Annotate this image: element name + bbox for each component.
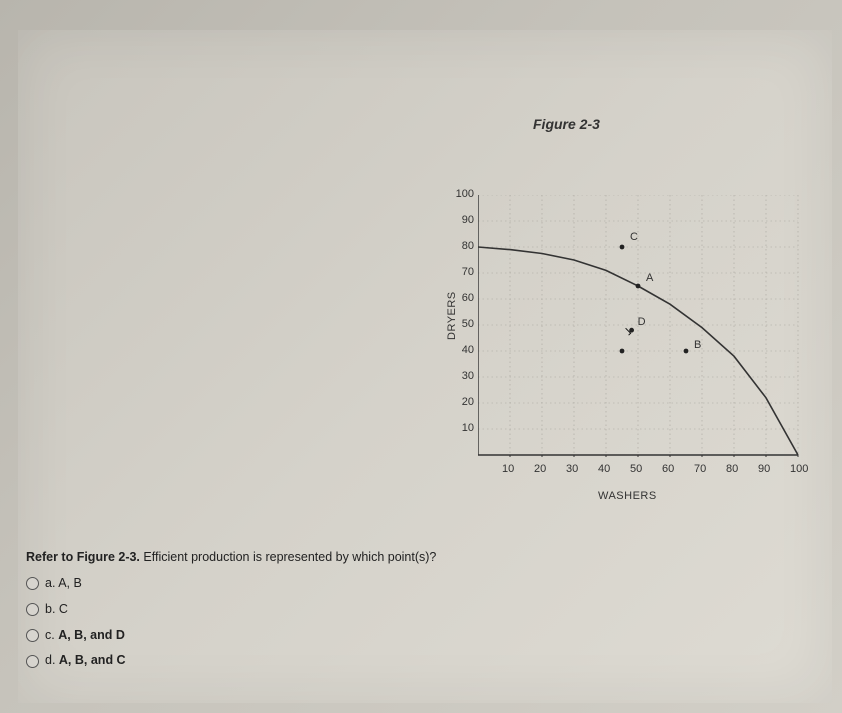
x-tick: 30 <box>566 463 578 475</box>
point-label-a: A <box>646 272 653 284</box>
x-tick: 90 <box>758 463 770 475</box>
option-text: d. A, B, and C <box>45 649 126 673</box>
point-label-b: B <box>694 339 701 351</box>
x-tick: 50 <box>630 463 642 475</box>
y-tick: 10 <box>452 422 474 434</box>
y-tick: 60 <box>452 292 474 304</box>
radio-icon[interactable] <box>26 629 39 642</box>
point-label-c: C <box>630 231 638 243</box>
y-tick: 20 <box>452 396 474 408</box>
x-tick: 70 <box>694 463 706 475</box>
y-tick: 50 <box>452 318 474 330</box>
option-text: b. C <box>45 598 68 622</box>
option-d[interactable]: d. A, B, and C <box>26 649 436 673</box>
y-tick: 100 <box>452 188 474 200</box>
x-tick: 100 <box>790 463 808 475</box>
y-tick: 30 <box>452 370 474 382</box>
prompt-rest: Efficient production is represented by w… <box>140 550 436 564</box>
worksheet-sheet: Figure 2-3 DRYERS WASHERS 10203040506070… <box>18 30 832 703</box>
x-tick: 20 <box>534 463 546 475</box>
x-tick: 60 <box>662 463 674 475</box>
radio-icon[interactable] <box>26 577 39 590</box>
question-block: Refer to Figure 2-3. Efficient productio… <box>26 546 436 673</box>
y-tick: 40 <box>452 344 474 356</box>
radio-icon[interactable] <box>26 603 39 616</box>
option-text: a. A, B <box>45 572 82 596</box>
point-label-d: D <box>638 316 646 328</box>
x-tick: 10 <box>502 463 514 475</box>
x-tick: 40 <box>598 463 610 475</box>
y-tick: 90 <box>452 214 474 226</box>
y-tick: 80 <box>452 240 474 252</box>
x-tick: 80 <box>726 463 738 475</box>
option-a[interactable]: a. A, B <box>26 572 436 596</box>
option-b[interactable]: b. C <box>26 598 436 622</box>
x-axis-label: WASHERS <box>598 490 657 502</box>
question-prompt: Refer to Figure 2-3. Efficient productio… <box>26 546 436 570</box>
option-c[interactable]: c. A, B, and D <box>26 624 436 648</box>
y-tick: 70 <box>452 266 474 278</box>
figure-title: Figure 2-3 <box>533 116 600 132</box>
option-text: c. A, B, and D <box>45 624 125 648</box>
radio-icon[interactable] <box>26 655 39 668</box>
prompt-bold: Refer to Figure 2-3. <box>26 550 140 564</box>
